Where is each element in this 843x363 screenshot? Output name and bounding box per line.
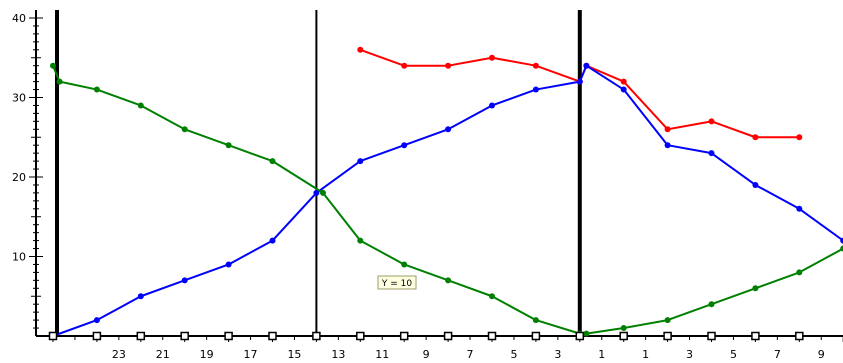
data-point bbox=[620, 325, 627, 332]
data-point bbox=[532, 317, 539, 324]
x-tick-label: 3 bbox=[554, 348, 561, 361]
data-point bbox=[319, 189, 326, 196]
data-point bbox=[620, 86, 627, 93]
data-point bbox=[532, 86, 539, 93]
series-line bbox=[52, 64, 843, 337]
data-point bbox=[357, 237, 364, 244]
data-point bbox=[137, 102, 144, 109]
x-tick-label: 19 bbox=[200, 348, 214, 361]
data-point bbox=[840, 237, 843, 244]
data-point bbox=[796, 269, 803, 276]
data-point bbox=[445, 277, 452, 284]
data-point bbox=[313, 189, 320, 196]
x-tick-label: 9 bbox=[818, 348, 825, 361]
y-tick-label: 10 bbox=[12, 251, 26, 264]
data-point bbox=[225, 261, 232, 268]
data-point bbox=[56, 78, 63, 85]
series-group bbox=[50, 46, 843, 339]
data-point bbox=[752, 285, 759, 292]
data-point bbox=[664, 317, 671, 324]
x-tick-label: 9 bbox=[423, 348, 430, 361]
y-tick-label: 40 bbox=[12, 12, 26, 25]
baseline-marker bbox=[224, 331, 233, 341]
tick-labels: 1020304023211917151311975311357911 bbox=[12, 12, 825, 361]
baseline-marker bbox=[443, 331, 453, 341]
tooltip-box bbox=[377, 275, 417, 290]
data-point bbox=[532, 62, 539, 69]
data-point bbox=[401, 142, 408, 149]
data-point bbox=[576, 78, 583, 85]
x-tick-label: 15 bbox=[287, 348, 301, 361]
series-line bbox=[52, 65, 843, 335]
data-point bbox=[401, 62, 408, 69]
y-tick-label: 30 bbox=[12, 92, 26, 105]
baseline-marker bbox=[312, 331, 321, 341]
tooltip-label: Y = 10 bbox=[381, 279, 412, 289]
data-point bbox=[796, 134, 803, 141]
x-tick-label: 17 bbox=[244, 348, 258, 361]
data-point bbox=[93, 317, 100, 324]
baseline-marker bbox=[619, 331, 628, 341]
data-point bbox=[620, 78, 627, 85]
data-point bbox=[708, 150, 715, 157]
data-point bbox=[796, 205, 803, 212]
x-tick-label: 1 bbox=[642, 348, 649, 361]
data-point bbox=[269, 158, 276, 165]
baseline-marker bbox=[795, 331, 804, 341]
baseline-marker bbox=[487, 331, 497, 341]
data-point bbox=[401, 261, 408, 268]
data-point bbox=[357, 158, 364, 165]
baseline-marker bbox=[751, 331, 760, 341]
data-point bbox=[93, 86, 100, 93]
data-point bbox=[489, 54, 495, 61]
x-tick-label: 23 bbox=[112, 348, 126, 361]
data-point bbox=[752, 134, 759, 141]
baseline-marker bbox=[663, 331, 672, 341]
data-point bbox=[445, 126, 452, 133]
data-point bbox=[50, 62, 56, 69]
tooltip: Y = 10 bbox=[377, 275, 417, 290]
x-tick-label: 13 bbox=[331, 348, 345, 361]
baseline-marker bbox=[356, 331, 365, 341]
data-point bbox=[489, 293, 495, 300]
x-tick-label: 11 bbox=[375, 348, 389, 361]
baseline-marker bbox=[136, 331, 146, 341]
x-tick-label: 7 bbox=[467, 348, 474, 361]
x-tick-label: 7 bbox=[774, 348, 781, 361]
data-point bbox=[664, 142, 671, 149]
data-point bbox=[664, 126, 671, 133]
data-point bbox=[489, 102, 495, 109]
x-tick-label: 5 bbox=[730, 348, 737, 361]
data-point bbox=[137, 293, 144, 300]
x-tick-label: 21 bbox=[156, 348, 170, 361]
data-point bbox=[708, 301, 715, 308]
data-point bbox=[708, 118, 715, 125]
baseline-marker bbox=[531, 331, 541, 341]
y-tick-label: 20 bbox=[12, 171, 26, 184]
vertical-cursor-lines bbox=[55, 10, 582, 336]
baseline-markers bbox=[48, 331, 804, 341]
x-tick-label: 5 bbox=[510, 348, 517, 361]
data-point bbox=[583, 62, 590, 69]
data-point bbox=[445, 62, 452, 69]
data-point bbox=[357, 46, 364, 53]
data-point bbox=[181, 277, 188, 284]
baseline-marker bbox=[180, 331, 189, 341]
data-point bbox=[181, 126, 188, 133]
baseline-marker bbox=[268, 331, 277, 341]
baseline-marker bbox=[399, 331, 409, 341]
data-point bbox=[583, 330, 590, 337]
baseline-marker bbox=[92, 331, 102, 341]
baseline-marker bbox=[575, 331, 585, 341]
baseline-marker bbox=[48, 331, 58, 341]
data-point bbox=[225, 142, 232, 149]
x-tick-label: 1 bbox=[598, 348, 605, 361]
data-point bbox=[752, 181, 759, 188]
data-point bbox=[840, 245, 843, 252]
baseline-marker bbox=[707, 331, 716, 341]
x-tick-label: 3 bbox=[686, 348, 693, 361]
data-point bbox=[269, 237, 276, 244]
